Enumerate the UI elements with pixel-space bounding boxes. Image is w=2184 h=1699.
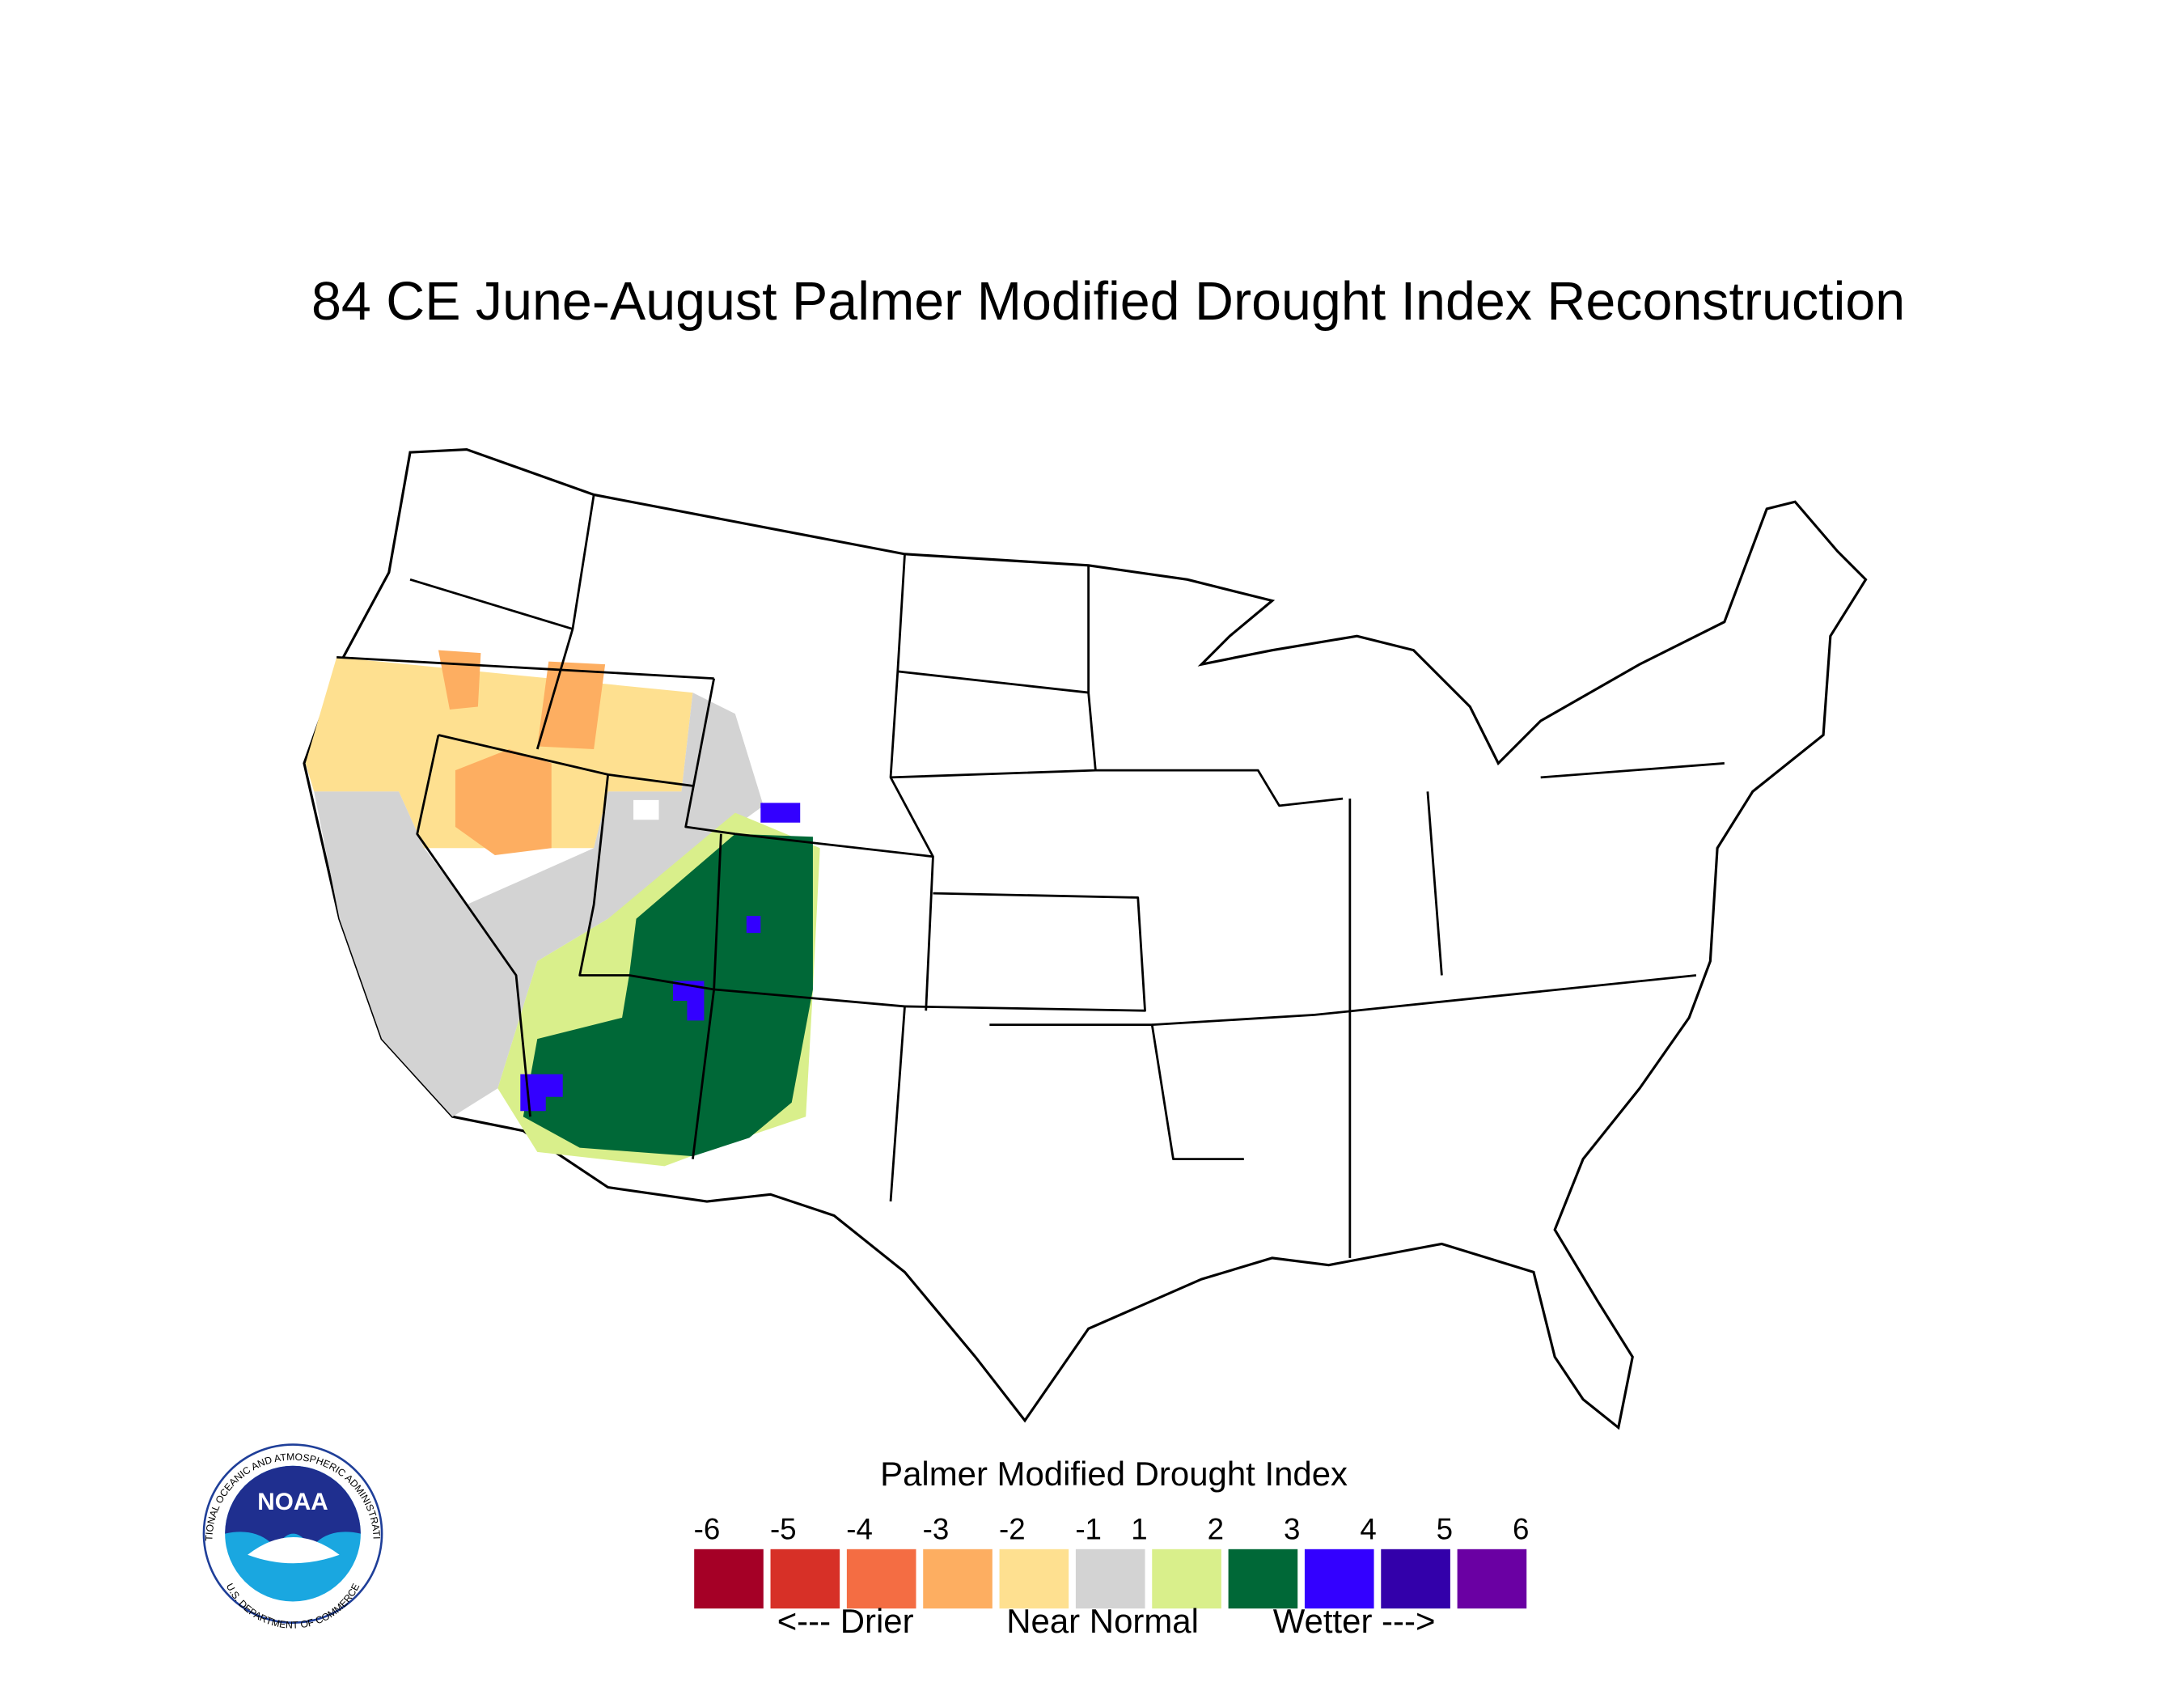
- legend-swatch: [1152, 1549, 1221, 1609]
- drought-region: [438, 650, 606, 855]
- legend-caption: Near Normal: [1006, 1602, 1199, 1640]
- drought-region: [523, 833, 813, 1157]
- map: [303, 447, 1868, 1430]
- legend-swatch: [1075, 1549, 1145, 1609]
- state-borders: [336, 494, 1725, 1258]
- legend-swatch: [1381, 1549, 1450, 1609]
- legend-swatch: [770, 1549, 840, 1609]
- legend-label: 6: [1513, 1513, 1529, 1546]
- legend-swatch: [694, 1549, 764, 1609]
- drought-region: [633, 799, 659, 820]
- legend-label: 1: [1131, 1513, 1147, 1546]
- legend-swatch: [1228, 1549, 1298, 1609]
- legend-label: 2: [1208, 1513, 1224, 1546]
- legend-label: 4: [1360, 1513, 1376, 1546]
- title: 84 CE June-August Palmer Modified Drough…: [311, 272, 1905, 332]
- legend-swatch: [923, 1549, 993, 1609]
- legend-title: Palmer Modified Drought Index: [880, 1455, 1348, 1493]
- legend-label: -6: [694, 1513, 721, 1546]
- legend-swatch: [1457, 1549, 1527, 1609]
- legend-label: -4: [846, 1513, 873, 1546]
- logo-top: [225, 1465, 361, 1549]
- legend-caption: Wetter --->: [1273, 1602, 1436, 1640]
- legend-label: 3: [1284, 1513, 1300, 1546]
- legend-label: -1: [1075, 1513, 1102, 1546]
- logo-bird: [248, 1536, 340, 1564]
- drought-region: [314, 693, 764, 1117]
- legend-scale: -6 -5 -4 -3 -2 -1 1 2 3 4 5 6: [694, 1513, 1529, 1609]
- legend-label: -3: [923, 1513, 950, 1546]
- legend-label: 5: [1437, 1513, 1453, 1546]
- legend: Palmer Modified Drought Index -6 -5 -4 -3 -2…: [694, 1455, 1530, 1640]
- legend-swatch: [846, 1549, 916, 1609]
- logo-text: NOAA: [257, 1489, 328, 1515]
- legend-swatch: [1304, 1549, 1374, 1609]
- legend-label: -5: [770, 1513, 797, 1546]
- drought-region: [520, 803, 801, 1112]
- legend-label: -2: [999, 1513, 1026, 1546]
- legend-swatch: [999, 1549, 1069, 1609]
- legend-caption: <--- Drier: [777, 1602, 914, 1640]
